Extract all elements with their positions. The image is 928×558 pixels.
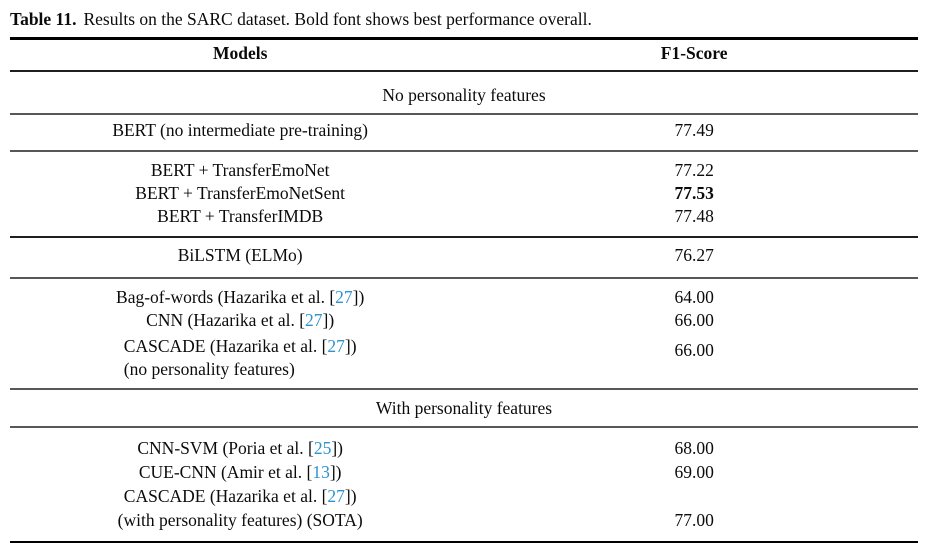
model-bag-of-words: Bag-of-words (Hazarika et al. [27]) (10, 286, 470, 309)
citation-link-25[interactable]: 25 (313, 437, 332, 458)
model-bert-imdb: BERT + TransferIMDB (157, 205, 324, 226)
f1-cnn: 66.00 (674, 309, 714, 330)
col-header-models: Models (212, 42, 268, 63)
model-cue-cnn: CUE-CNN (Amir et al. [13]) (10, 460, 470, 484)
rule-3 (10, 235, 918, 238)
model-cnn: CNN (Hazarika et al. [27]) (10, 309, 470, 332)
model-text: CNN-SVM (Poria et al. [ (137, 437, 314, 458)
model-cascade-with-personality-line2: (with personality features) (SOTA) (117, 509, 363, 530)
f1-cascade-with-personality: 77.00 (674, 509, 714, 530)
rule-6 (10, 425, 918, 428)
section-no-personality: No personality features (382, 85, 546, 105)
row-bert-base: BERT (no intermediate pre-training) 77.4… (10, 115, 918, 150)
citation-link-27[interactable]: 27 (305, 309, 323, 330)
rule-bottom (10, 540, 918, 544)
model-text: CASCADE (Hazarika et al. [ (123, 335, 328, 356)
empty-cell (470, 484, 918, 508)
model-cnn-svm: CNN-SVM (Poria et al. [25]) (10, 436, 470, 460)
model-bilstm: BiLSTM (ELMo) (177, 244, 303, 265)
model-text: ]) (344, 485, 357, 506)
model-cascade-no-personality: CASCADE (Hazarika et al. [27]) (no perso… (10, 332, 470, 381)
section-with-personality: With personality features (375, 397, 553, 418)
rule-below-header (10, 70, 918, 72)
citation-link-27[interactable]: 27 (327, 335, 345, 356)
model-text: ]) (329, 461, 342, 482)
group-personality-models: CNN-SVM (Poria et al. [25]) 68.00 CUE-CN… (10, 428, 918, 541)
table-caption: Table 11. Results on the SARC dataset. Bo… (0, 0, 928, 37)
model-bert-emonetsent: BERT + TransferEmoNetSent (135, 182, 346, 203)
rule-1 (10, 113, 918, 115)
citation-link-27[interactable]: 27 (335, 286, 353, 307)
f1-bag-of-words: 64.00 (674, 286, 714, 307)
rule-2 (10, 149, 918, 152)
col-header-f1-score: F1-Score (660, 42, 728, 63)
model-text: ]) (352, 286, 365, 307)
results-table: Models F1-Score No personality features … (10, 37, 918, 544)
model-text: ]) (331, 437, 343, 458)
model-text: Bag-of-words (Hazarika et al. [ (116, 286, 336, 307)
rule-5 (10, 387, 918, 390)
model-cascade-with-personality-line1: CASCADE (Hazarika et al. [27]) (10, 484, 470, 508)
group-hazarika-baselines: Bag-of-words (Hazarika et al. [27]) 64.0… (10, 279, 918, 388)
f1-bert-imdb: 77.48 (674, 205, 714, 226)
group-bert-transfer: BERT + TransferEmoNet 77.22 BERT + Trans… (10, 152, 918, 236)
table-header-row: Models F1-Score (10, 40, 918, 71)
model-bert-emonet: BERT + TransferEmoNet (150, 159, 330, 180)
f1-bert-base: 77.49 (674, 119, 714, 140)
f1-bilstm: 76.27 (674, 244, 714, 265)
f1-cascade-no-personality: 66.00 (674, 339, 714, 360)
f1-cnn-svm: 68.00 (674, 437, 714, 458)
citation-link-27[interactable]: 27 (327, 485, 345, 506)
row-bilstm: BiLSTM (ELMo) 76.27 (10, 238, 918, 277)
model-text: CASCADE (Hazarika et al. [ (123, 485, 328, 506)
model-text: CUE-CNN (Amir et al. [ (138, 461, 313, 482)
f1-cue-cnn: 69.00 (674, 461, 714, 482)
citation-link-13[interactable]: 13 (312, 461, 330, 482)
model-text: ]) (344, 335, 357, 356)
rule-4 (10, 276, 918, 279)
caption-label: Table 11. (10, 9, 77, 29)
f1-bert-emonet: 77.22 (674, 159, 714, 180)
rule-top (10, 37, 918, 40)
multiline-label: CASCADE (Hazarika et al. [27]) (no perso… (124, 335, 357, 381)
model-line-1: CASCADE (Hazarika et al. [27]) (124, 335, 357, 358)
model-text: ]) (322, 309, 335, 330)
caption-text: Results on the SARC dataset. Bold font s… (83, 9, 592, 29)
paper-page: Table 11. Results on the SARC dataset. Bo… (0, 0, 928, 544)
model-bert-base: BERT (no intermediate pre-training) (112, 119, 369, 140)
model-text: CNN (Hazarika et al. [ (146, 309, 306, 330)
model-line-2: (no personality features) (123, 358, 295, 379)
f1-bert-emonetsent-best: 77.53 (674, 182, 714, 203)
